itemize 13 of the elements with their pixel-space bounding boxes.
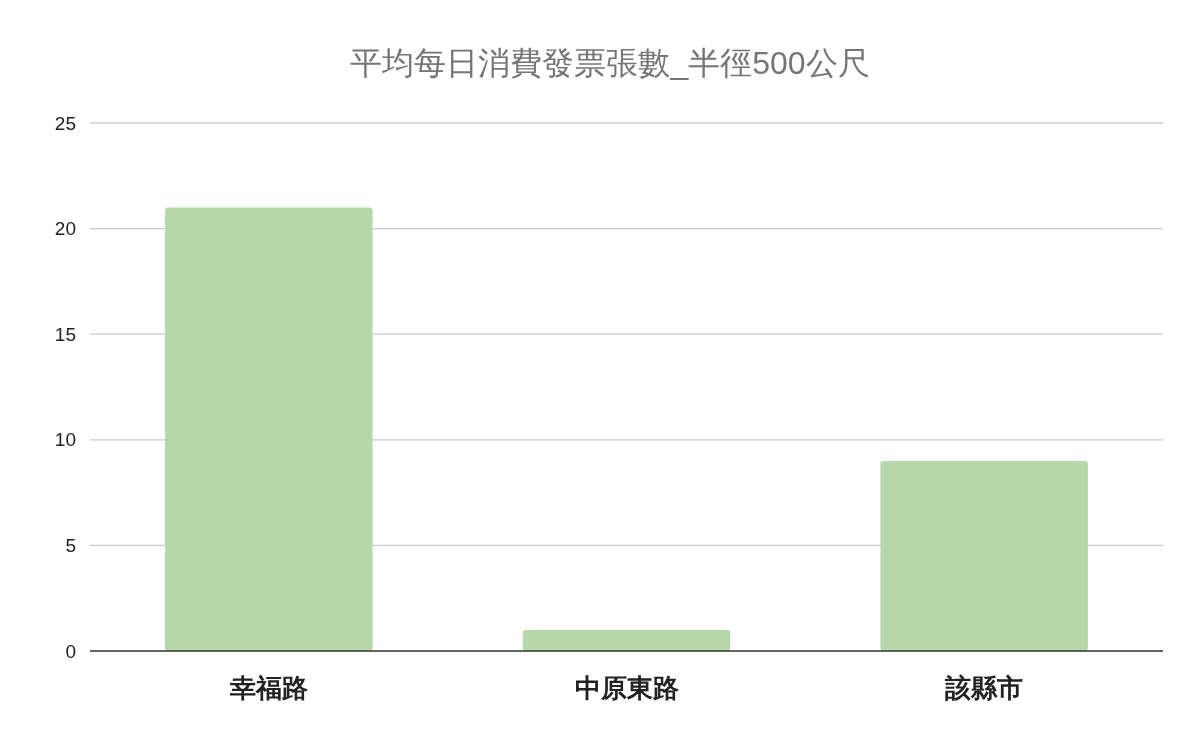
chart-title: 平均每日消費發票張數_半徑500公尺 <box>350 45 870 81</box>
y-tick-label: 10 <box>54 429 76 451</box>
bar <box>880 460 1088 651</box>
y-tick-label: 20 <box>54 218 76 240</box>
y-tick-label: 5 <box>65 535 76 557</box>
x-tick-label: 該縣市 <box>944 673 1024 703</box>
x-tick-label: 中原東路 <box>574 673 679 703</box>
y-tick-label: 25 <box>54 112 76 134</box>
bar <box>165 207 373 651</box>
y-tick-label: 0 <box>65 640 76 662</box>
x-tick-label: 幸福路 <box>228 673 308 703</box>
y-tick-label: 15 <box>54 323 76 345</box>
bar <box>522 629 731 651</box>
